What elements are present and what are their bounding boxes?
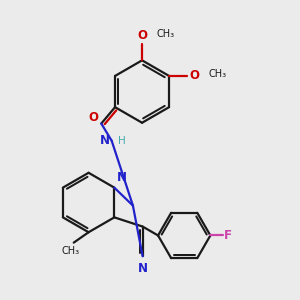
Text: CH₃: CH₃ (62, 246, 80, 256)
Text: H: H (118, 136, 126, 146)
Text: F: F (224, 229, 232, 242)
Text: CH₃: CH₃ (208, 70, 226, 80)
Text: N: N (117, 171, 127, 184)
Text: O: O (88, 110, 98, 124)
Text: N: N (138, 262, 148, 275)
Text: N: N (100, 134, 110, 147)
Text: O: O (189, 69, 199, 82)
Text: CH₃: CH₃ (157, 29, 175, 40)
Text: O: O (137, 28, 147, 42)
